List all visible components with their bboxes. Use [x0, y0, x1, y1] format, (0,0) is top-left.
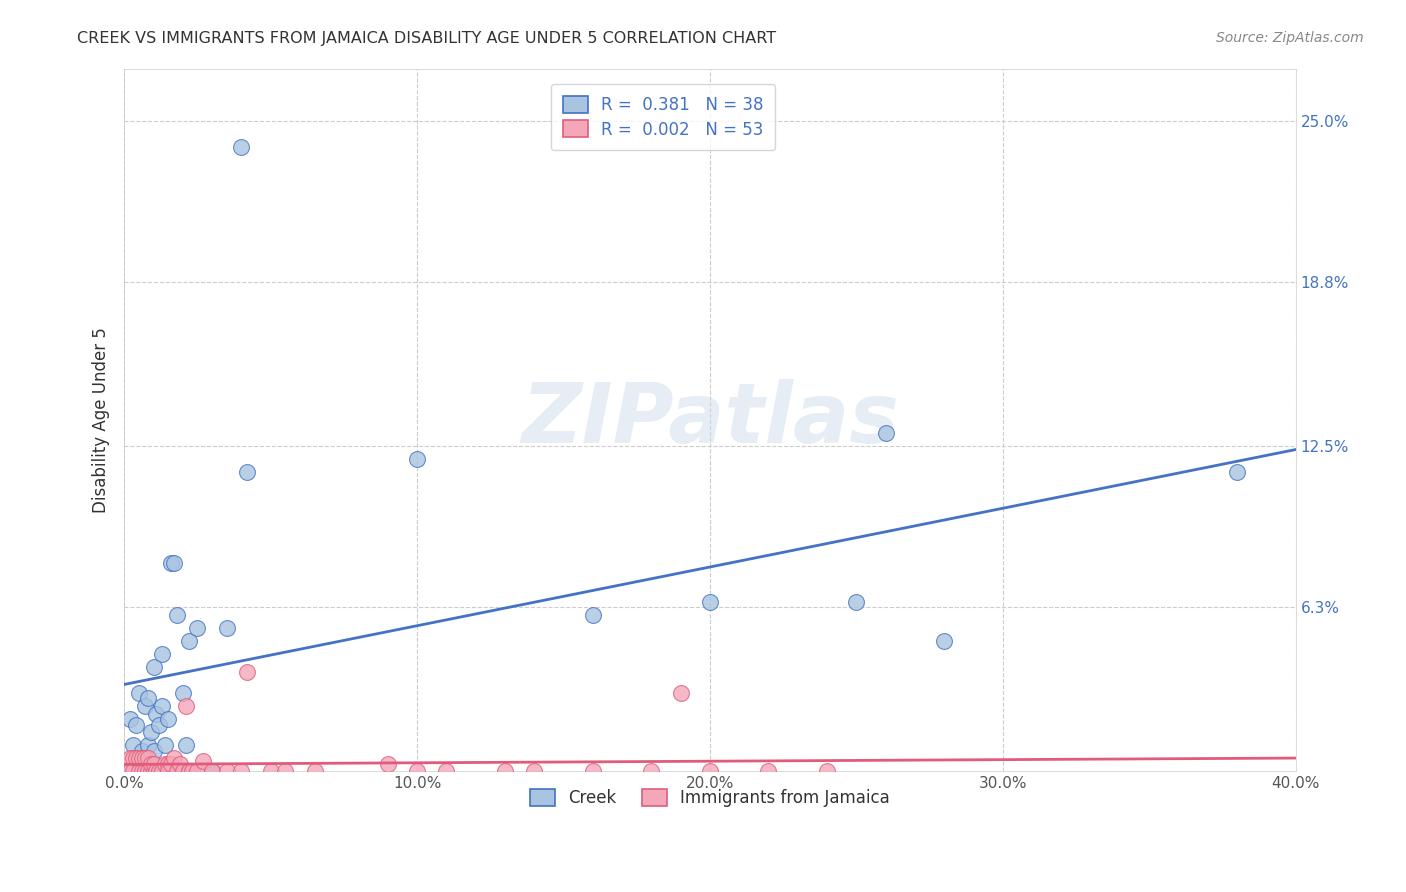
Point — [875, 425, 897, 440]
Point — [157, 764, 180, 779]
Point — [231, 139, 253, 153]
Point — [166, 764, 188, 779]
Point — [128, 751, 150, 765]
Point — [406, 764, 429, 779]
Text: ZIPatlas: ZIPatlas — [522, 379, 898, 460]
Y-axis label: Disability Age Under 5: Disability Age Under 5 — [93, 327, 110, 513]
Point — [180, 764, 202, 779]
Point — [582, 608, 605, 623]
Point — [120, 764, 142, 779]
Point — [122, 739, 145, 753]
Point — [139, 756, 162, 771]
Point — [174, 699, 197, 714]
Point — [150, 764, 173, 779]
Point — [160, 756, 183, 771]
Point — [145, 707, 167, 722]
Text: Source: ZipAtlas.com: Source: ZipAtlas.com — [1216, 31, 1364, 45]
Point — [136, 691, 159, 706]
Point — [128, 686, 150, 700]
Point — [148, 717, 170, 731]
Point — [142, 756, 165, 771]
Point — [582, 764, 605, 779]
Point — [142, 743, 165, 757]
Point — [134, 764, 156, 779]
Point — [142, 660, 165, 674]
Text: CREEK VS IMMIGRANTS FROM JAMAICA DISABILITY AGE UNDER 5 CORRELATION CHART: CREEK VS IMMIGRANTS FROM JAMAICA DISABIL… — [77, 31, 776, 46]
Point — [125, 751, 148, 765]
Point — [758, 764, 780, 779]
Point — [169, 764, 191, 779]
Point — [177, 764, 200, 779]
Point — [274, 764, 297, 779]
Point — [134, 751, 156, 765]
Point — [186, 764, 208, 779]
Point — [934, 634, 956, 648]
Point — [120, 751, 142, 765]
Point — [172, 764, 194, 779]
Point — [131, 764, 153, 779]
Point — [201, 764, 224, 779]
Point — [120, 712, 142, 726]
Point — [236, 465, 259, 479]
Point — [1226, 465, 1249, 479]
Point — [186, 621, 208, 635]
Point — [134, 699, 156, 714]
Point — [494, 764, 516, 779]
Point — [169, 756, 191, 771]
Point — [136, 739, 159, 753]
Point — [640, 764, 662, 779]
Point — [215, 621, 238, 635]
Point — [131, 743, 153, 757]
Point — [177, 634, 200, 648]
Point — [166, 608, 188, 623]
Point — [150, 647, 173, 661]
Point — [259, 764, 281, 779]
Point — [139, 725, 162, 739]
Point — [122, 751, 145, 765]
Legend: Creek, Immigrants from Jamaica: Creek, Immigrants from Jamaica — [522, 780, 898, 816]
Point — [815, 764, 838, 779]
Point — [172, 686, 194, 700]
Point — [669, 686, 692, 700]
Point — [145, 764, 167, 779]
Point — [157, 756, 180, 771]
Point — [131, 751, 153, 765]
Point — [134, 751, 156, 765]
Point — [155, 739, 177, 753]
Point — [163, 751, 186, 765]
Point — [177, 764, 200, 779]
Point — [163, 556, 186, 570]
Point — [215, 764, 238, 779]
Point — [174, 739, 197, 753]
Point — [125, 717, 148, 731]
Point — [434, 764, 457, 779]
Point — [128, 751, 150, 765]
Point — [160, 556, 183, 570]
Point — [150, 699, 173, 714]
Point — [201, 764, 224, 779]
Point — [699, 764, 721, 779]
Point — [845, 595, 868, 609]
Point — [699, 595, 721, 609]
Point — [142, 764, 165, 779]
Point — [136, 764, 159, 779]
Point — [155, 756, 177, 771]
Point — [115, 764, 138, 779]
Point — [139, 764, 162, 779]
Point — [193, 754, 215, 768]
Point — [377, 756, 399, 771]
Point — [304, 764, 326, 779]
Point — [523, 764, 546, 779]
Point — [128, 764, 150, 779]
Point — [231, 764, 253, 779]
Point — [136, 751, 159, 765]
Point — [406, 452, 429, 467]
Point — [148, 764, 170, 779]
Point — [157, 712, 180, 726]
Point — [122, 764, 145, 779]
Point — [236, 665, 259, 680]
